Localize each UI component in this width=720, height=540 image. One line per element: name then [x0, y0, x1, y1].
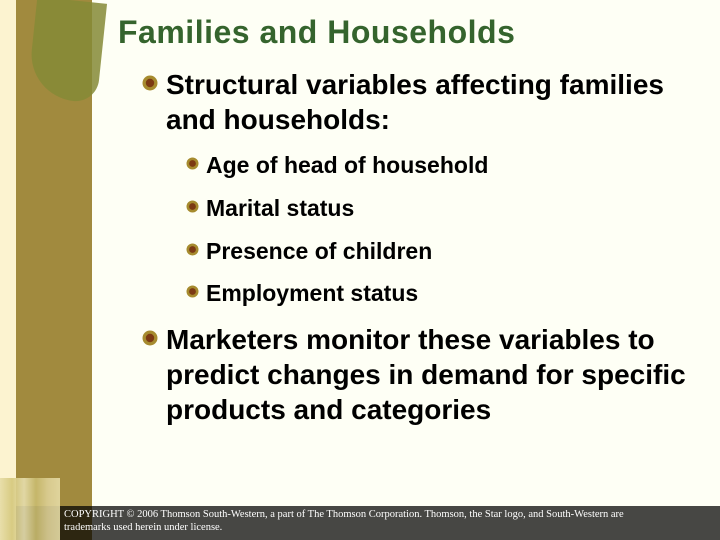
bullet-level2: Age of head of household — [186, 151, 708, 180]
leaf-graphic — [27, 0, 107, 103]
footer-line1: COPYRIGHT © 2006 Thomson South-Western, … — [64, 508, 704, 521]
bullet-level2: Presence of children — [186, 237, 708, 266]
bullet-icon — [186, 200, 199, 213]
bullet-icon — [142, 75, 158, 91]
bullet-level2: Employment status — [186, 279, 708, 308]
bullet-level1: Marketers monitor these variables to pre… — [142, 322, 708, 427]
bullet-text: Marital status — [206, 194, 354, 223]
bullet-text: Employment status — [206, 279, 418, 308]
footer-line2: trademarks used herein under license. — [64, 521, 704, 534]
bullet-level2: Marital status — [186, 194, 708, 223]
bullet-text: Presence of children — [206, 237, 432, 266]
bullet-level1: Structural variables affecting families … — [142, 67, 708, 137]
content-area: Families and Households Structural varia… — [118, 14, 708, 433]
slide: Families and Households Structural varia… — [0, 0, 720, 540]
vertical-band — [16, 0, 92, 540]
sub-bullet-group: Age of head of household Marital status … — [118, 151, 708, 308]
slide-title: Families and Households — [118, 14, 708, 51]
bullet-text: Structural variables affecting families … — [166, 67, 708, 137]
bullet-icon — [142, 330, 158, 346]
corner-graphic — [0, 478, 60, 540]
bullet-text: Marketers monitor these variables to pre… — [166, 322, 708, 427]
bullet-icon — [186, 285, 199, 298]
bullet-icon — [186, 243, 199, 256]
bullet-text: Age of head of household — [206, 151, 488, 180]
footer: COPYRIGHT © 2006 Thomson South-Western, … — [64, 508, 704, 534]
left-accent-bar — [0, 0, 16, 540]
bullet-icon — [186, 157, 199, 170]
